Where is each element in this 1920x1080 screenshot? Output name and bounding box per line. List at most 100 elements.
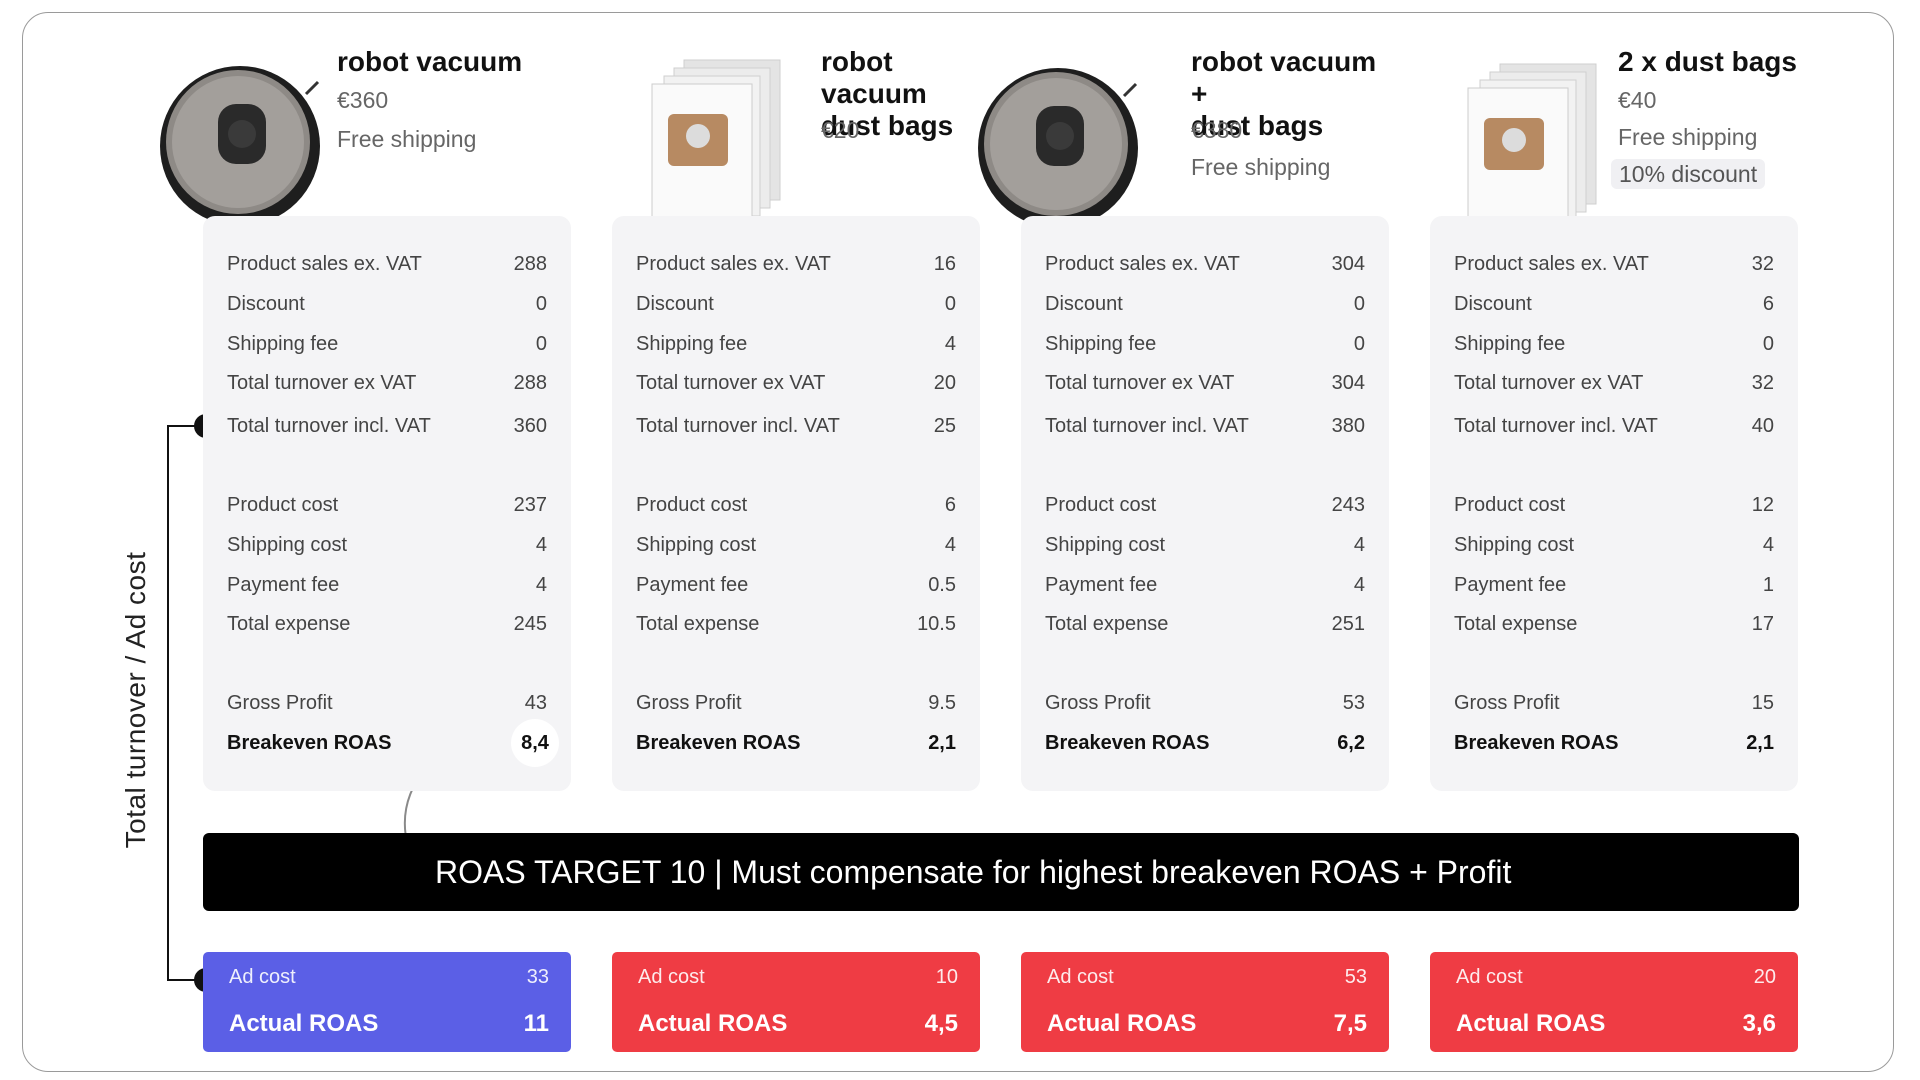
row-turnover-incl: Total turnover incl. VAT 360 — [227, 409, 547, 443]
row-turnover-ex: Total turnover ex VAT 32 — [1454, 366, 1774, 400]
row-value: 0 — [535, 332, 547, 355]
row-label: Shipping cost — [1045, 533, 1166, 556]
product-price: €20 — [821, 117, 860, 143]
row-value: 4 — [1762, 533, 1774, 556]
row-value: 15 — [1751, 691, 1774, 714]
row-product-cost: Product cost 237 — [227, 488, 547, 522]
row-label: Total turnover incl. VAT — [1045, 414, 1249, 437]
row-label: Product cost — [636, 493, 748, 516]
actual-roas-label: Actual ROAS — [1456, 1010, 1606, 1037]
row-label: Gross Profit — [1045, 691, 1151, 714]
row-label: Total turnover ex VAT — [227, 371, 417, 394]
row-label: Product sales ex. VAT — [227, 252, 422, 275]
robot-vacuum-icon — [978, 68, 1138, 228]
row-label: Total turnover ex VAT — [636, 371, 826, 394]
row-value: 380 — [1331, 414, 1365, 437]
row-label: Gross Profit — [636, 691, 742, 714]
ad-cost-value: 20 — [1753, 966, 1776, 988]
row-label: Gross Profit — [1454, 691, 1560, 714]
product-shipping: Free shipping — [337, 126, 477, 152]
row-total-expense: Total expense 245 — [227, 607, 547, 641]
row-value: 43 — [524, 691, 547, 714]
row-gross-profit: Gross Profit 15 — [1454, 686, 1774, 720]
ad-box-2: Ad cost 10 Actual ROAS 4,5 — [612, 952, 980, 1052]
row-value: 17 — [1751, 612, 1774, 635]
row-value: 0 — [944, 292, 956, 315]
product-title: robot vacuum dust bags — [821, 46, 954, 141]
row-value: 1 — [1762, 573, 1774, 596]
row-label: Product cost — [227, 493, 339, 516]
product-title: robot vacuum + dust bags — [1191, 46, 1377, 141]
product-column-2: robot vacuum dust bags €20 Product sales… — [612, 0, 980, 1080]
ad-cost-label: Ad cost — [1456, 966, 1523, 988]
row-label: Product sales ex. VAT — [1045, 252, 1240, 275]
row-gross-profit: Gross Profit 9.5 — [636, 686, 956, 720]
row-product-cost: Product cost 6 — [636, 488, 956, 522]
row-value: 304 — [1331, 252, 1365, 275]
row-value: 4 — [535, 573, 547, 596]
row-label: Breakeven ROAS — [227, 731, 392, 754]
row-value: 2,1 — [928, 731, 956, 754]
row-discount: Discount 0 — [636, 287, 956, 321]
row-turnover-ex: Total turnover ex VAT 20 — [636, 366, 956, 400]
row-payment-fee: Payment fee 4 — [227, 568, 547, 602]
row-product-sales: Product sales ex. VAT 304 — [1045, 247, 1365, 281]
product-column-3: robot vacuum + dust bags €380 Free shipp… — [978, 0, 1389, 1080]
row-label: Discount — [1454, 292, 1532, 315]
row-turnover-ex: Total turnover ex VAT 288 — [227, 366, 547, 400]
metrics-card: Product sales ex. VAT 16 Discount 0 Shippi… — [612, 216, 980, 791]
row-product-sales: Product sales ex. VAT 288 — [227, 247, 547, 281]
row-value: 12 — [1751, 493, 1774, 516]
metrics-card: Product sales ex. VAT 304 Discount 0 Shipp… — [1021, 216, 1389, 791]
dust-bags-icon — [651, 59, 781, 231]
product-column-1: robot vacuum €360 Free shipping Product … — [160, 0, 571, 1080]
row-value: 25 — [933, 414, 956, 437]
row-value: 304 — [1331, 371, 1365, 394]
row-turnover-ex: Total turnover ex VAT 304 — [1045, 366, 1365, 400]
row-label: Payment fee — [636, 573, 749, 596]
product-price: €380 — [1191, 117, 1243, 143]
row-payment-fee: Payment fee 1 — [1454, 568, 1774, 602]
row-turnover-incl: Total turnover incl. VAT 380 — [1045, 409, 1365, 443]
actual-roas-value: 11 — [523, 1010, 549, 1037]
row-discount: Discount 0 — [227, 287, 547, 321]
row-label: Shipping fee — [636, 332, 748, 355]
ad-box-4: Ad cost 20 Actual ROAS 3,6 — [1430, 952, 1798, 1052]
product-shipping: Free shipping — [1618, 124, 1758, 150]
row-value: 6 — [944, 493, 956, 516]
row-shipping-fee: Shipping fee 0 — [1454, 327, 1774, 361]
row-label: Total expense — [636, 612, 760, 635]
row-value: 16 — [933, 252, 956, 275]
row-label: Shipping fee — [1045, 332, 1157, 355]
actual-roas-label: Actual ROAS — [638, 1010, 788, 1037]
row-shipping-fee: Shipping fee 0 — [1045, 327, 1365, 361]
row-label: Total expense — [227, 612, 351, 635]
axis-label-text: Total turnover / Ad cost — [120, 551, 151, 849]
outer-frame — [22, 12, 1894, 1072]
row-product-cost: Product cost 12 — [1454, 488, 1774, 522]
actual-roas-value: 7,5 — [1333, 1010, 1367, 1037]
row-value: 32 — [1751, 371, 1774, 394]
row-value-highlight: 8,4 — [511, 719, 559, 767]
dust-bags-icon — [1467, 63, 1597, 235]
row-value: 0 — [1353, 292, 1365, 315]
actual-roas-value: 3,6 — [1742, 1010, 1776, 1037]
row-value: 4 — [944, 332, 956, 355]
row-label: Shipping cost — [227, 533, 348, 556]
row-value: 288 — [513, 371, 547, 394]
row-turnover-incl: Total turnover incl. VAT 40 — [1454, 409, 1774, 443]
row-value: 53 — [1342, 691, 1365, 714]
row-payment-fee: Payment fee 4 — [1045, 568, 1365, 602]
row-value: 251 — [1331, 612, 1365, 635]
row-value: 0 — [535, 292, 547, 315]
row-value: 245 — [513, 612, 547, 635]
row-label: Payment fee — [1454, 573, 1567, 596]
row-value: 4 — [944, 533, 956, 556]
row-gross-profit: Gross Profit 43 — [227, 686, 547, 720]
row-label: Shipping fee — [1454, 332, 1566, 355]
row-gross-profit: Gross Profit 53 — [1045, 686, 1365, 720]
row-value: 6,2 — [1337, 731, 1365, 754]
ad-cost-label: Ad cost — [638, 966, 705, 988]
metrics-card: Product sales ex. VAT 288 Discount 0 Shipp… — [203, 216, 571, 791]
row-label: Total expense — [1045, 612, 1169, 635]
